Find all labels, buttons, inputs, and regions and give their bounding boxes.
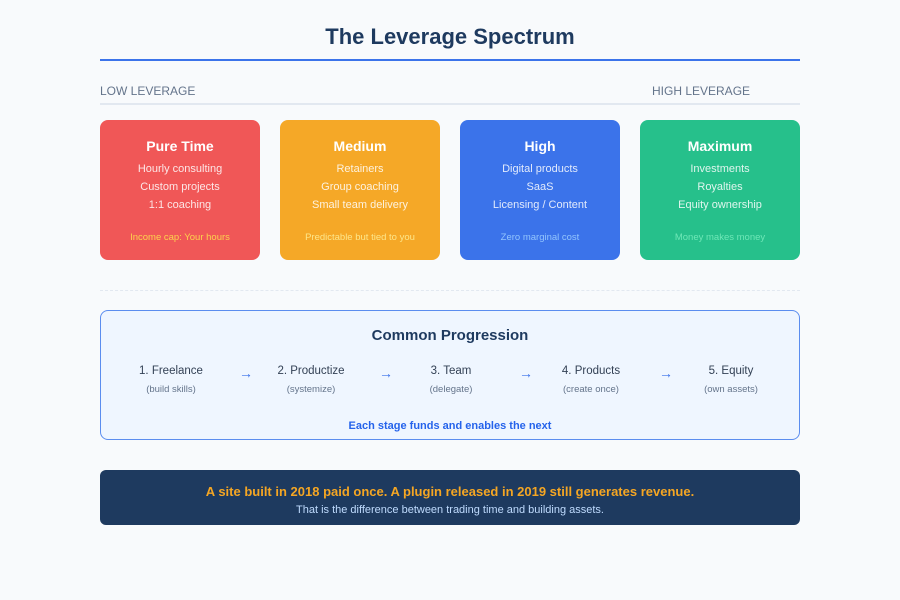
stage-name: 2. Productize: [277, 365, 345, 377]
card-item: Retainers: [336, 163, 384, 175]
banner-subtext: That is the difference between trading t…: [296, 504, 604, 516]
progression-footer: Each stage funds and enables the next: [348, 420, 552, 432]
card-note: Money makes money: [674, 232, 766, 243]
stage-name: 1. Freelance: [139, 365, 203, 377]
title-underline: [100, 59, 800, 61]
stage-subtitle: (own assets): [704, 384, 758, 395]
card-item: Equity ownership: [678, 199, 762, 211]
stage-subtitle: (systemize): [286, 384, 336, 395]
stage-name: 4. Products: [561, 365, 621, 377]
leverage-card: High Digital products SaaS Licensing / Cont…: [460, 120, 620, 260]
card-item: Royalties: [697, 181, 743, 193]
card-item: Licensing / Content: [492, 199, 588, 211]
arrow-right-icon: →: [659, 365, 673, 381]
progression-stage: 1. Freelance (build skills): [111, 365, 231, 395]
progression-panel: Common Progression 1. Freelance (build sk…: [100, 310, 800, 440]
progression-stage: 3. Team (delegate): [391, 365, 511, 395]
divider: [100, 290, 800, 291]
card-item: Custom projects: [140, 181, 220, 193]
card-item: Group coaching: [321, 181, 399, 193]
card-item: Digital products: [502, 163, 578, 175]
card-title: High: [524, 138, 556, 154]
progression-title: Common Progression: [371, 327, 529, 344]
stage-name: 5. Equity: [708, 365, 754, 377]
card-item: Small team delivery: [312, 199, 408, 211]
stage-subtitle: (delegate): [429, 384, 473, 395]
leverage-card: Medium Retainers Group coaching Small team …: [280, 120, 440, 260]
arrow-right-icon: →: [519, 365, 533, 381]
arrow-right-icon: →: [379, 365, 393, 381]
leverage-card: Pure Time Hourly consulting Custom project…: [100, 120, 260, 260]
card-title: Maximum: [687, 138, 753, 154]
card-item: Hourly consulting: [137, 163, 223, 175]
card-item: 1:1 coaching: [148, 199, 212, 211]
axis-line: [100, 103, 800, 105]
axis-high-label: HIGH LEVERAGE: [652, 84, 751, 98]
card-item: SaaS: [526, 181, 554, 193]
card-note: Income cap: Your hours: [130, 232, 230, 243]
card-note: Zero marginal cost: [500, 232, 580, 243]
progression-stage: 2. Productize (systemize): [251, 365, 371, 395]
progression-stage: 4. Products (create once): [531, 365, 651, 395]
banner-headline: A site built in 2018 paid once. A plugin…: [205, 484, 695, 499]
summary-banner: A site built in 2018 paid once. A plugin…: [100, 470, 800, 525]
leverage-card: Maximum Investments Royalties Equity owners…: [640, 120, 800, 260]
card-item: Investments: [690, 163, 750, 175]
card-title: Pure Time: [146, 138, 214, 154]
progression-stage: 5. Equity (own assets): [671, 365, 791, 395]
stage-name: 3. Team: [430, 365, 472, 377]
stage-subtitle: (build skills): [146, 384, 196, 395]
arrow-right-icon: →: [239, 365, 253, 381]
card-note: Predictable but tied to you: [305, 232, 415, 243]
axis-low-label: LOW LEVERAGE: [100, 84, 196, 98]
stage-subtitle: (create once): [563, 384, 619, 395]
page-title: The Leverage Spectrum: [325, 24, 575, 49]
card-title: Medium: [333, 138, 387, 154]
